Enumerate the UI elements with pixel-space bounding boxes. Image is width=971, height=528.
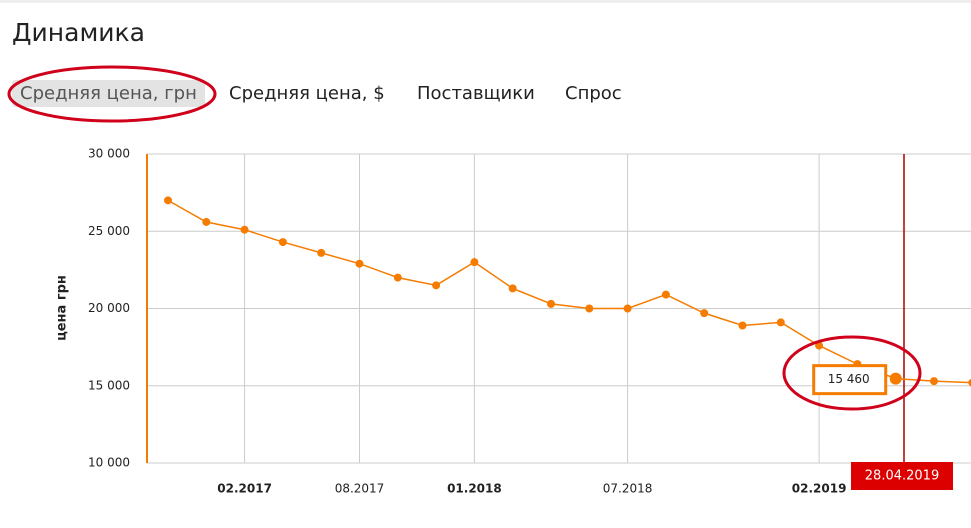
data-point xyxy=(661,290,670,299)
data-point xyxy=(547,299,555,308)
tooltip-box xyxy=(812,364,888,396)
tab[interactable]: Средняя цена, грн xyxy=(12,80,205,107)
x-tick-label: 02.2019 xyxy=(792,482,847,496)
top-bar xyxy=(0,0,971,3)
data-point xyxy=(432,281,441,290)
data-point xyxy=(889,372,902,385)
tooltip-label: 15 460 xyxy=(828,372,870,386)
data-point xyxy=(776,318,785,327)
highlight-circle xyxy=(782,335,922,411)
data-point xyxy=(240,225,249,234)
data-point xyxy=(508,284,517,293)
tab[interactable]: Спрос xyxy=(565,83,622,104)
data-point xyxy=(278,238,287,247)
y-tick-label: 25 000 xyxy=(88,224,130,238)
y-tick-label: 10 000 xyxy=(88,456,130,470)
data-point xyxy=(700,309,709,318)
highlight-circle xyxy=(7,65,217,123)
y-tick-label: 20 000 xyxy=(88,301,130,315)
data-point xyxy=(968,378,971,387)
data-point xyxy=(470,258,479,267)
date-marker-label: 28.04.2019 xyxy=(865,469,939,484)
page-title: Динамика xyxy=(12,18,145,47)
x-tick-label: 07.2018 xyxy=(603,482,653,496)
x-tick-label: 02.2017 xyxy=(217,482,272,496)
data-point xyxy=(202,217,211,226)
tab[interactable]: Средняя цена, $ xyxy=(229,83,385,104)
y-axis-label: цена грн xyxy=(55,275,70,341)
data-point xyxy=(623,304,632,313)
y-tick-label: 15 000 xyxy=(88,378,130,392)
data-point xyxy=(738,321,747,330)
date-marker-box xyxy=(851,462,953,490)
data-point xyxy=(355,259,364,268)
y-tick-label: 30 000 xyxy=(88,147,130,161)
data-point xyxy=(164,196,172,205)
x-tick-label: 08.2017 xyxy=(335,482,385,496)
tab[interactable]: Поставщики xyxy=(417,83,535,104)
data-point xyxy=(930,377,938,386)
data-point xyxy=(393,273,402,282)
series-line xyxy=(167,199,971,384)
data-point xyxy=(317,248,326,257)
data-point xyxy=(585,304,594,313)
x-tick-label: 01.2018 xyxy=(447,482,502,496)
grid xyxy=(147,153,971,464)
